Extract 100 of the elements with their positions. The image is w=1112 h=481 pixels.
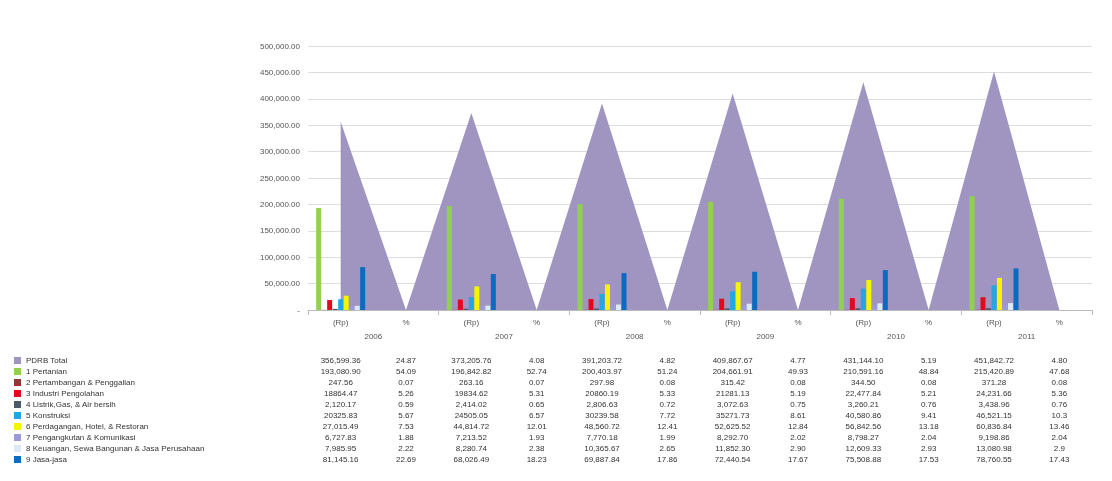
data-label: 24,231.66 (976, 389, 1013, 398)
data-label: 215,420.89 (973, 367, 1015, 376)
data-label: 1.99 (659, 433, 676, 442)
data-label: 72,440.54 (714, 455, 752, 464)
bar (446, 206, 452, 310)
data-label: 5.33 (659, 389, 676, 398)
y-tick-label: 250,000.00 (259, 173, 301, 183)
data-label: 7,770.18 (586, 433, 619, 442)
bar (746, 303, 752, 310)
y-tick-label: 50,000.00 (264, 279, 301, 289)
data-label: 0.07 (398, 378, 415, 387)
data-label: 40,580.86 (845, 411, 882, 420)
bar (616, 304, 621, 310)
data-label: 18864.47 (323, 389, 358, 398)
data-label: 193,080.90 (320, 367, 362, 376)
data-label: 4.08 (528, 356, 545, 365)
data-label: 22,477.84 (845, 389, 882, 398)
x-tick-label: % (925, 317, 933, 327)
data-label: 17.67 (787, 455, 809, 464)
data-label: 5.36 (1051, 389, 1068, 398)
data-label: 3,260.21 (847, 400, 880, 409)
data-label: 48,560.72 (584, 422, 621, 431)
data-label: 46,521.15 (976, 411, 1013, 420)
legend-label: 6 Perdagangan, Hotel, & Restoran (26, 422, 149, 431)
data-label: 247.56 (328, 378, 354, 387)
data-label: 0.75 (790, 400, 807, 409)
data-label: 20860.19 (585, 389, 620, 398)
data-label: 2.02 (790, 433, 807, 442)
bar (610, 305, 616, 310)
data-label: 54.09 (395, 367, 417, 376)
data-label: 24505.05 (454, 411, 489, 420)
legend-label: PDRB Total (26, 356, 68, 365)
data-label: 0.76 (1051, 400, 1068, 409)
data-label: 263.16 (459, 378, 485, 387)
bar (730, 291, 736, 310)
bar (605, 284, 610, 310)
y-tick-label: 100,000.00 (259, 252, 301, 262)
data-label: 451,842.72 (973, 356, 1015, 365)
data-label: 0.08 (659, 378, 676, 387)
data-label: 356,599.36 (320, 356, 362, 365)
data-label: 19834.62 (454, 389, 489, 398)
data-label: 5.21 (920, 389, 937, 398)
x-tick-label: (Rp) (986, 317, 1003, 327)
data-label: 344.50 (851, 378, 877, 387)
y-tick-label: 350,000.00 (259, 120, 301, 130)
data-label: 0.59 (398, 400, 415, 409)
bar (621, 273, 627, 310)
data-label: 24.87 (395, 356, 417, 365)
data-label: 431,144.10 (843, 356, 884, 365)
data-label: 17.43 (1049, 455, 1070, 464)
bar (327, 300, 333, 310)
bar (741, 305, 747, 310)
bar (485, 305, 491, 310)
data-label: 52.74 (526, 367, 548, 376)
data-label: 4.77 (790, 356, 807, 365)
data-label: 2,806.63 (586, 400, 619, 409)
data-label: 7.53 (398, 422, 415, 431)
legend-label: 4 Listrik,Gas, & Air bersih (26, 400, 116, 409)
data-label: 8,280.74 (455, 444, 488, 453)
data-label: 204,661.91 (712, 367, 754, 376)
bar (354, 305, 360, 310)
x-tick-label: % (1055, 317, 1063, 327)
y-tick-label: 450,000.00 (259, 67, 301, 77)
bar (316, 208, 322, 310)
data-label: 9.41 (920, 411, 937, 420)
data-label: 0.72 (659, 400, 676, 409)
data-label: 75,508.88 (845, 455, 882, 464)
data-label: 12.41 (657, 422, 678, 431)
data-label: 60,836.84 (976, 422, 1013, 431)
bar (969, 196, 975, 310)
bar (735, 282, 741, 310)
data-label: 13.46 (1049, 422, 1070, 431)
data-label: 10,365.67 (584, 444, 621, 453)
data-label: 0.65 (528, 400, 545, 409)
data-label: 0.07 (528, 378, 545, 387)
text: 2007 (495, 331, 514, 341)
legend-label: 8 Keuangan, Sewa Bangunan & Jasa Perusahaan (26, 444, 205, 453)
data-label: 20325.83 (323, 411, 358, 420)
data-label: 35271.73 (715, 411, 750, 420)
legend-label: 9 Jasa-jasa (26, 455, 68, 464)
data-label: 315.42 (720, 378, 746, 387)
data-label: 2.22 (398, 444, 415, 453)
legend-label: 3 Industri Pengolahan (26, 389, 104, 398)
data-label: 8,292.70 (717, 433, 749, 442)
bar (860, 288, 866, 310)
legend-label: 2 Pertambangan & Penggalian (26, 378, 135, 387)
y-tick-label: 400,000.00 (259, 94, 301, 104)
data-label: 81,145.16 (322, 455, 360, 464)
text: 2006 (364, 331, 383, 341)
bar (479, 306, 485, 310)
data-label: 2,120.17 (325, 400, 357, 409)
data-label: 56,842.56 (845, 422, 882, 431)
bar (474, 286, 480, 310)
bar (349, 306, 355, 310)
data-label: 5.31 (528, 389, 545, 398)
data-label: 2,414.02 (455, 400, 488, 409)
bar (577, 204, 583, 310)
data-label: 2.65 (659, 444, 676, 453)
data-label: 68,026.49 (453, 455, 490, 464)
bar (1008, 303, 1013, 310)
